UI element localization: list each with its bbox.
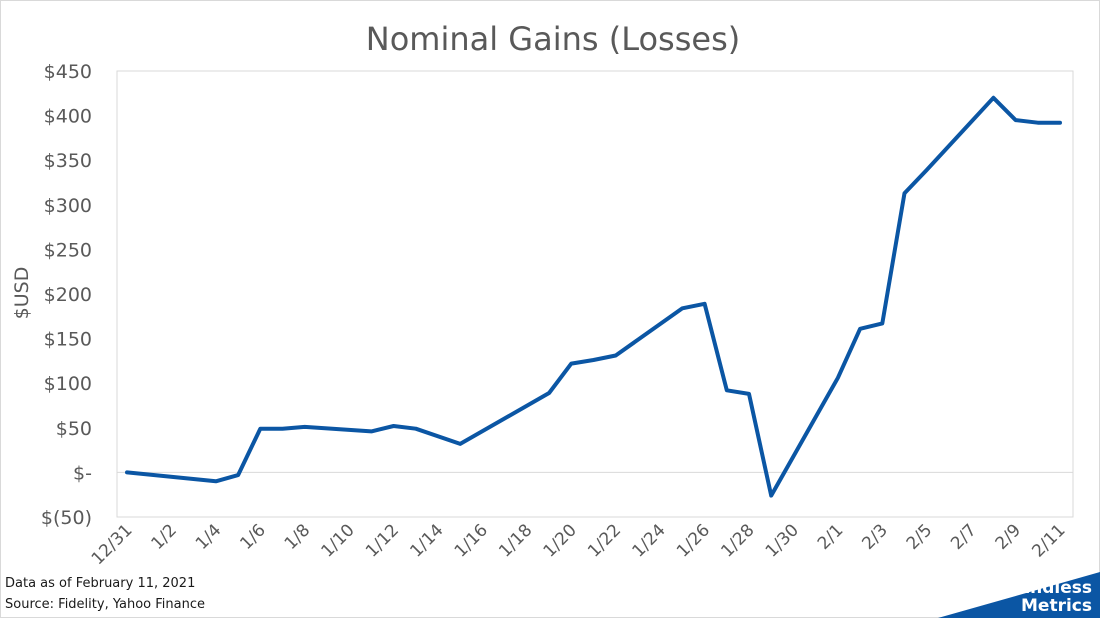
brand-name-line1: Endless xyxy=(1018,578,1092,598)
y-tick-label: $450 xyxy=(44,61,92,83)
x-tick-label: 1/20 xyxy=(540,520,581,561)
x-tick-label: 12/31 xyxy=(88,520,137,569)
y-tick-label: $- xyxy=(73,462,92,484)
x-tick-label: 1/12 xyxy=(362,520,403,561)
chart-title: Nominal Gains (Losses) xyxy=(366,20,740,58)
x-tick-label: 1/22 xyxy=(584,520,625,561)
x-tick-label: 2/7 xyxy=(947,520,980,553)
plot-area xyxy=(116,70,1074,518)
x-tick-label: 1/18 xyxy=(495,520,536,561)
series-layer xyxy=(125,95,1062,498)
x-tick-label: 1/2 xyxy=(147,520,180,553)
brand-name-line2: Metrics xyxy=(1021,596,1092,616)
x-tick-label: 1/14 xyxy=(406,520,447,561)
x-tick-label: 1/16 xyxy=(451,520,492,561)
x-tick-label: 1/6 xyxy=(236,520,269,553)
y-tick-label: $200 xyxy=(44,284,92,306)
x-tick-label: 2/3 xyxy=(858,520,891,553)
x-tick-label: 1/10 xyxy=(318,520,359,561)
y-axis-label: $USD xyxy=(11,267,33,320)
source-note: Source: Fidelity, Yahoo Finance xyxy=(5,597,205,612)
x-tick-label: 1/24 xyxy=(629,520,670,561)
x-tick-label: 1/28 xyxy=(717,520,758,561)
x-tick-label: 2/1 xyxy=(814,520,847,553)
x-tick-label: 2/11 xyxy=(1028,520,1069,561)
x-tick-label: 1/8 xyxy=(281,520,314,553)
y-tick-label: $350 xyxy=(44,150,92,172)
x-tick-label: 1/26 xyxy=(673,520,714,561)
y-tick-labels: $450 $400 $350 $300 $250 $200 $150 $100 $50 $- $(5… xyxy=(41,61,92,529)
x-tick-label: 2/9 xyxy=(992,520,1025,553)
x-tick-label: 1/4 xyxy=(192,520,225,553)
x-tick-label: 2/5 xyxy=(903,520,936,553)
y-tick-label: $(50) xyxy=(41,507,92,529)
brand-triangle-shape xyxy=(938,572,1100,618)
x-tick-label: 1/30 xyxy=(762,520,803,561)
brand-logo-banner xyxy=(938,572,1100,618)
y-tick-label: $100 xyxy=(44,373,92,395)
y-tick-label: $150 xyxy=(44,329,92,351)
data-date-note: Data as of February 11, 2021 xyxy=(5,576,196,591)
y-tick-label: $250 xyxy=(44,239,92,261)
y-tick-label: $300 xyxy=(44,195,92,217)
series-line xyxy=(125,95,1062,498)
y-tick-label: $400 xyxy=(44,106,92,128)
y-tick-label: $50 xyxy=(56,418,92,440)
x-tick-labels: 12/31 1/2 1/4 1/6 1/8 1/10 1/12 1/14 1/16 1/18 1/2… xyxy=(88,520,1070,569)
